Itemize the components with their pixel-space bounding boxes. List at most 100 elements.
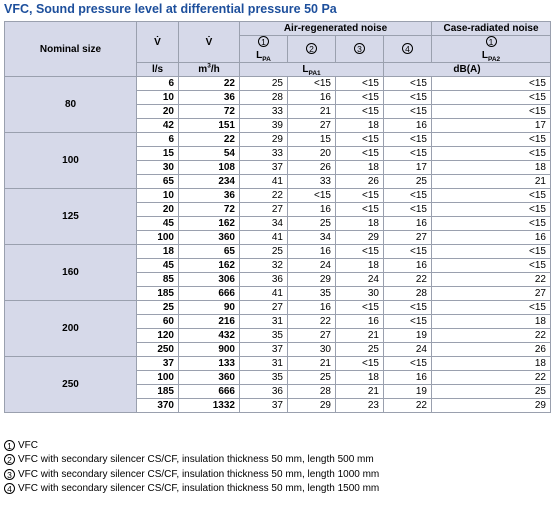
flow-m3h-cell: 133 <box>178 356 240 371</box>
lpa1-2-cell: 29 <box>287 272 336 287</box>
lpa2-cell: 27 <box>431 286 551 301</box>
lpa1-3-cell: 18 <box>335 258 384 273</box>
sound-level-table: Nominal size V̇ V̇ Air-regenerated noise… <box>4 21 551 413</box>
lpa1-3-cell: <15 <box>335 76 384 91</box>
lpa2-cell: 22 <box>431 272 551 287</box>
lpa-1-cell: 33 <box>239 104 288 119</box>
flow-m3h-cell: 234 <box>178 174 240 189</box>
lpa-1-cell: 37 <box>239 398 288 413</box>
flow-m3h-cell: 900 <box>178 342 240 357</box>
lpa-1-cell: 36 <box>239 272 288 287</box>
lpa1-2-cell: 35 <box>287 286 336 301</box>
lpa1-2-cell: 30 <box>287 342 336 357</box>
lpa-1-cell: 22 <box>239 188 288 203</box>
lpa1-2-cell: <15 <box>287 188 336 203</box>
lpa-1-cell: 29 <box>239 132 288 147</box>
flow-m3h-cell: 360 <box>178 370 240 385</box>
flow-m3h-cell: 1332 <box>178 398 240 413</box>
flow-m3h-cell: 666 <box>178 384 240 399</box>
lpa1-3-cell: 16 <box>335 314 384 329</box>
table-row: 80 6 22 25 <15 <15 <15 <15 <box>4 76 551 133</box>
table-row: 30 108 37 26 18 17 18 <box>5 160 551 175</box>
lpa1-4-cell: <15 <box>383 104 432 119</box>
flow-m3h-cell: 306 <box>178 272 240 287</box>
header-circle-3: 3 <box>335 35 384 63</box>
lpa1-2-cell: 16 <box>287 300 336 315</box>
lpa1-4-cell: 19 <box>383 384 432 399</box>
lpa1-4-cell: <15 <box>383 90 432 105</box>
flow-m3h-cell: 666 <box>178 286 240 301</box>
lpa1-2-cell: 24 <box>287 258 336 273</box>
lpa-label: LPA <box>256 50 271 63</box>
lpa1-4-cell: 19 <box>383 328 432 343</box>
lpa1-4-cell: 17 <box>383 160 432 175</box>
lpa1-2-cell: 27 <box>287 328 336 343</box>
circled-number-2: 2 <box>4 454 15 466</box>
flow-m3h-cell: 36 <box>178 90 240 105</box>
lpa-1-cell: 28 <box>239 90 288 105</box>
lpa1-3-cell: 29 <box>335 230 384 245</box>
table-row: 125 10 36 22 <15 <15 <15 <15 <box>4 188 551 245</box>
lpa1-3-cell: 23 <box>335 398 384 413</box>
table-row: 160 18 65 25 16 <15 <15 <15 <box>4 244 551 301</box>
lpa-1-cell: 27 <box>239 300 288 315</box>
lpa1-3-cell: <15 <box>335 356 384 371</box>
lpa-1-cell: 37 <box>239 342 288 357</box>
footnotes: 1 VFC 2 VFC with secondary silencer CS/CF,… <box>4 439 379 497</box>
lpa2-cell: <15 <box>431 216 551 231</box>
flow-ls-cell: 100 <box>136 370 179 385</box>
lpa1-2-cell: 16 <box>287 244 336 259</box>
circled-number-3: 3 <box>354 42 365 54</box>
table-row: 200 25 90 27 16 <15 <15 <15 <box>4 300 551 357</box>
lpa2-cell: 25 <box>431 384 551 399</box>
lpa1-3-cell: <15 <box>335 300 384 315</box>
lpa1-2-cell: 29 <box>287 398 336 413</box>
lpa1-3-cell: 18 <box>335 160 384 175</box>
lpa2-label: LPA2 <box>481 50 501 63</box>
lpa2-cell: <15 <box>431 258 551 273</box>
lpa-1-cell: 41 <box>239 230 288 245</box>
lpa-1-cell: 25 <box>239 76 288 91</box>
footnote-1: 1 VFC <box>4 439 379 453</box>
flow-m3h-cell: 360 <box>178 230 240 245</box>
lpa2-cell: <15 <box>431 202 551 217</box>
flow-ls-cell: 185 <box>136 384 179 399</box>
lpa1-3-cell: 30 <box>335 286 384 301</box>
flow-ls-cell: 85 <box>136 272 179 287</box>
lpa2-cell: <15 <box>431 244 551 259</box>
lpa1-4-cell: 16 <box>383 258 432 273</box>
lpa2-cell: <15 <box>431 76 551 91</box>
flow-ls-cell: 100 <box>136 230 179 245</box>
lpa1-4-cell: <15 <box>383 132 432 147</box>
flow-ls-cell: 42 <box>136 118 179 133</box>
lpa1-2-cell: 16 <box>287 202 336 217</box>
unit-ls: l/s <box>136 62 179 77</box>
lpa1-2-cell: 34 <box>287 230 336 245</box>
flow-m3h-cell: 72 <box>178 104 240 119</box>
nominal-size-cell: 250 <box>4 356 137 413</box>
flow-ls-cell: 120 <box>136 328 179 343</box>
flow-ls-cell: 37 <box>136 356 179 371</box>
circled-number-1: 1 <box>258 36 269 47</box>
flow-ls-cell: 185 <box>136 286 179 301</box>
circled-number-1-case: 1 <box>485 36 497 47</box>
lpa1-2-cell: 21 <box>287 104 336 119</box>
lpa2-cell: 17 <box>431 118 551 133</box>
lpa1-4-cell: 16 <box>383 118 432 133</box>
flow-ls-cell: 10 <box>136 188 179 203</box>
lpa1-4-cell: <15 <box>383 202 432 217</box>
lpa-1-cell: 37 <box>239 160 288 175</box>
header-circle-2: 2 <box>287 35 336 63</box>
lpa-1-cell: 31 <box>239 314 288 329</box>
lpa1-3-cell: 24 <box>335 272 384 287</box>
flow-ls-cell: 370 <box>136 398 179 413</box>
lpa1-4-cell: <15 <box>383 146 432 161</box>
lpa1-4-cell: <15 <box>383 244 432 259</box>
lpa-1-cell: 41 <box>239 174 288 189</box>
footnote-2: 2 VFC with secondary silencer CS/CF, insu… <box>4 453 379 467</box>
flow-ls-cell: 65 <box>136 174 179 189</box>
header-circle-1: 1 LPA <box>239 35 288 63</box>
circled-number-2: 2 <box>306 42 317 54</box>
flow-m3h-cell: 65 <box>178 244 240 259</box>
nominal-size-cell: 125 <box>4 188 137 245</box>
